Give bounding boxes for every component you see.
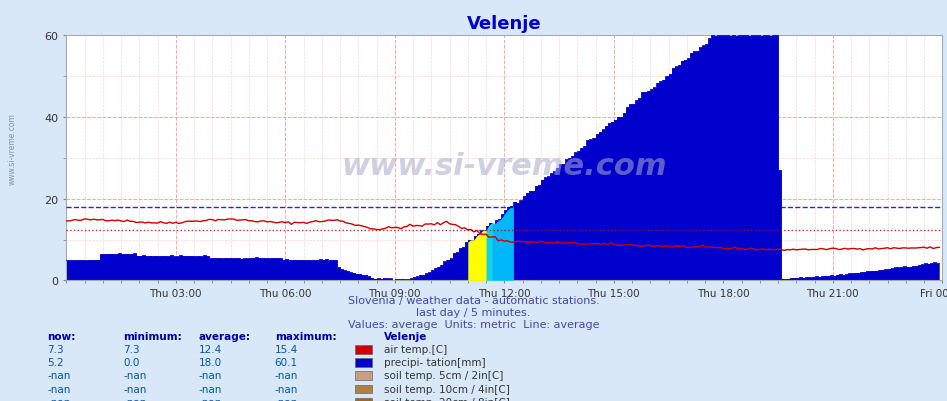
Text: -nan: -nan — [47, 384, 71, 394]
Text: -nan: -nan — [275, 371, 298, 381]
Text: www.si-vreme.com: www.si-vreme.com — [8, 113, 17, 184]
Text: now:: now: — [47, 331, 76, 341]
Text: minimum:: minimum: — [123, 331, 182, 341]
Title: Velenje: Velenje — [467, 15, 542, 33]
Text: soil temp. 5cm / 2in[C]: soil temp. 5cm / 2in[C] — [384, 371, 503, 381]
Text: -nan: -nan — [199, 397, 223, 401]
Text: maximum:: maximum: — [275, 331, 336, 341]
Text: 15.4: 15.4 — [275, 344, 298, 354]
Text: Values: average  Units: metric  Line: average: Values: average Units: metric Line: aver… — [348, 319, 599, 329]
Text: -nan: -nan — [47, 397, 71, 401]
Text: Slovenia / weather data - automatic stations.: Slovenia / weather data - automatic stat… — [348, 295, 599, 305]
Text: -nan: -nan — [275, 397, 298, 401]
Text: 18.0: 18.0 — [199, 357, 222, 367]
Text: -nan: -nan — [123, 371, 147, 381]
Text: 5.2: 5.2 — [47, 357, 64, 367]
Text: soil temp. 20cm / 8in[C]: soil temp. 20cm / 8in[C] — [384, 397, 509, 401]
Text: 7.3: 7.3 — [47, 344, 64, 354]
Text: -nan: -nan — [123, 384, 147, 394]
Text: precipi- tation[mm]: precipi- tation[mm] — [384, 357, 485, 367]
Text: -nan: -nan — [47, 371, 71, 381]
Text: www.si-vreme.com: www.si-vreme.com — [342, 151, 667, 180]
Text: -nan: -nan — [275, 384, 298, 394]
Text: 60.1: 60.1 — [275, 357, 297, 367]
Text: 0.0: 0.0 — [123, 357, 139, 367]
Text: 12.4: 12.4 — [199, 344, 223, 354]
Text: air temp.[C]: air temp.[C] — [384, 344, 447, 354]
Text: 7.3: 7.3 — [123, 344, 140, 354]
Text: Velenje: Velenje — [384, 331, 427, 341]
Text: -nan: -nan — [123, 397, 147, 401]
Text: soil temp. 10cm / 4in[C]: soil temp. 10cm / 4in[C] — [384, 384, 509, 394]
Text: average:: average: — [199, 331, 251, 341]
Text: -nan: -nan — [199, 371, 223, 381]
Text: -nan: -nan — [199, 384, 223, 394]
Text: last day / 5 minutes.: last day / 5 minutes. — [417, 307, 530, 317]
